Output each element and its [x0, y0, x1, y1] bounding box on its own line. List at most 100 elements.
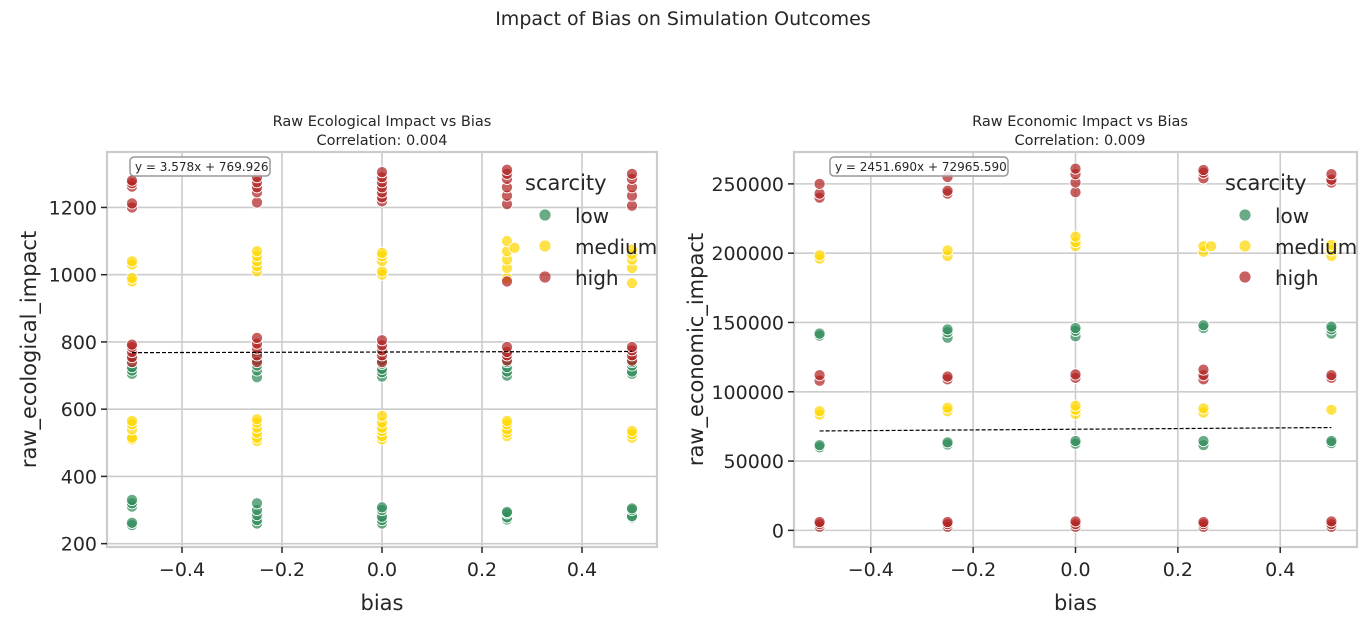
- scatter-point-medium: [500, 414, 514, 427]
- ecological-impact-panel: −0.4 −0.2 0.0 0.2 0.4 200 400 600 800 1000 1200 Raw…: [17, 114, 659, 615]
- scatter-point-medium: [250, 413, 264, 426]
- x-tick-label: 0.2: [1163, 559, 1193, 581]
- y-axis-label: raw_ecological_impact: [17, 231, 42, 468]
- x-tick-label: −0.4: [159, 559, 205, 581]
- equation-label: y = 2451.690x + 72965.590: [835, 160, 1007, 174]
- y-tick-label: 100000: [711, 382, 784, 404]
- scatter-point-medium: [625, 277, 639, 290]
- regression-line: [131, 350, 633, 354]
- scatter-point-medium: [250, 245, 264, 258]
- scatter-point-high: [1325, 369, 1338, 382]
- scatter-point-high: [500, 340, 514, 354]
- scatter-point-high: [941, 370, 954, 383]
- scatter-point-medium: [508, 241, 521, 254]
- scatter-point-medium: [500, 235, 514, 248]
- chart-subtitle: Correlation: 0.009: [1015, 133, 1146, 149]
- x-tick-label: −0.2: [259, 559, 305, 581]
- scatter-point-high: [1069, 368, 1082, 381]
- scatter-point-low: [1069, 434, 1082, 448]
- y-tick-label: 0: [772, 520, 784, 542]
- scatter-point-high: [625, 340, 639, 354]
- x-axis-label: bias: [361, 591, 404, 615]
- scatter-point-high: [941, 516, 954, 529]
- x-tick-label: −0.4: [848, 559, 894, 581]
- legend-label-medium: medium: [575, 235, 657, 259]
- legend-marker-low: [1239, 209, 1251, 221]
- scatter-point-high: [941, 184, 954, 197]
- x-tick-label: 0.4: [567, 559, 597, 581]
- legend-label-low: low: [575, 204, 609, 228]
- scatter-point-medium: [125, 255, 139, 268]
- y-tick-label: 50000: [724, 451, 784, 473]
- scatter-point-medium: [813, 249, 826, 262]
- equation-box: [129, 156, 271, 177]
- scatter-point-low: [500, 505, 514, 519]
- legend-label-high: high: [1275, 266, 1319, 290]
- scatter-point-medium: [375, 265, 389, 278]
- scatter-point-high: [625, 199, 639, 212]
- legend-marker-medium: [539, 240, 551, 252]
- scatter-point-medium: [625, 424, 639, 438]
- scatter-point-medium: [1325, 403, 1338, 416]
- x-tick-label: 0.0: [1060, 559, 1090, 581]
- scatter-point-medium: [125, 414, 139, 427]
- scatter-point-high: [1325, 515, 1338, 528]
- scatter-point-medium: [1197, 402, 1210, 415]
- y-tick-label: 1000: [49, 265, 97, 287]
- equation-label: y = 3.578x + 769.926: [135, 160, 269, 174]
- y-tick-label: 1200: [49, 197, 97, 219]
- scatter-point-medium: [625, 243, 639, 256]
- x-tick-label: 0.2: [467, 559, 497, 581]
- scatter-point-medium: [1205, 240, 1218, 253]
- y-tick-label: 600: [61, 399, 97, 421]
- scatter-point-medium: [1069, 230, 1082, 243]
- legend-marker-medium: [1239, 240, 1251, 252]
- scatter-point-high: [375, 166, 389, 179]
- scatter-point-high: [125, 338, 139, 351]
- scatter-point-high: [1197, 516, 1210, 529]
- scatter-point-high: [813, 369, 826, 382]
- y-tick-label: 200: [61, 534, 97, 556]
- legend-label-high: high: [575, 266, 619, 290]
- scatter-point-medium: [1069, 399, 1082, 412]
- x-tick-label: 0.0: [367, 559, 397, 581]
- scatter-point-medium: [941, 401, 954, 414]
- scatter-point-medium: [1325, 238, 1338, 251]
- scatter-point-high: [250, 196, 264, 209]
- equation-box: [829, 156, 1009, 177]
- scatter-point-high: [625, 167, 639, 180]
- chart-subtitle: Correlation: 0.004: [317, 133, 448, 149]
- y-tick-label: 400: [61, 466, 97, 488]
- economic-impact-panel: −0.4 −0.2 0.0 0.2 0.4 0 50000 100000 150000 20000…: [684, 114, 1359, 615]
- scatter-point-low: [941, 436, 954, 449]
- legend-title: scarcity: [1225, 171, 1307, 195]
- y-tick-label: 800: [61, 332, 97, 354]
- scatter-point-low: [1069, 321, 1082, 335]
- scatter-point-low: [813, 327, 826, 340]
- scatter-point-low: [250, 497, 264, 510]
- scatter-point-high: [125, 197, 139, 210]
- scatter-point-high: [250, 331, 264, 344]
- scatter-point-high: [375, 334, 389, 347]
- scatter-point-high: [1325, 168, 1338, 181]
- scatter-point-low: [1197, 434, 1210, 448]
- legend-marker-low: [539, 209, 551, 221]
- y-tick-label: 150000: [711, 312, 784, 334]
- scatter-point-low: [375, 501, 389, 514]
- legend-marker-high: [539, 271, 551, 283]
- y-tick-label: 250000: [711, 174, 784, 196]
- legend-label-low: low: [1275, 204, 1309, 228]
- regression-line: [819, 426, 1332, 432]
- y-axis-label: raw_economic_impact: [684, 233, 709, 466]
- scatter-point-medium: [813, 405, 826, 418]
- scatter-point-high: [1197, 363, 1210, 376]
- x-axis-label: bias: [1054, 591, 1097, 615]
- x-tick-label: 0.4: [1265, 559, 1295, 581]
- scatter-point-high: [813, 516, 826, 529]
- scatter-point-high: [500, 275, 514, 288]
- scatter-point-high: [1069, 515, 1082, 528]
- scatter-point-low: [813, 439, 826, 452]
- legend-title: scarcity: [525, 171, 607, 195]
- scatter-point-medium: [375, 409, 389, 422]
